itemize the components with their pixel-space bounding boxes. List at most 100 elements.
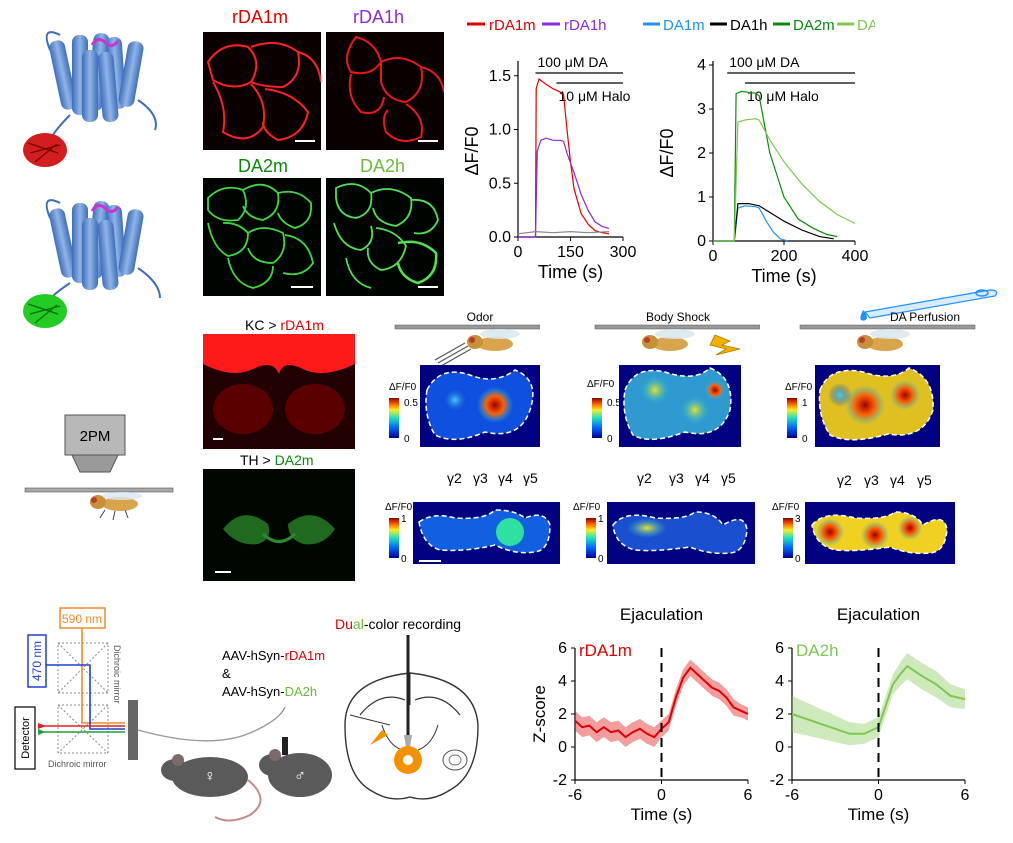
x-tick-label: 6: [961, 787, 970, 804]
y-tick-label: 0.0: [489, 229, 511, 246]
label-rDA1m: rDA1m: [232, 7, 289, 27]
red-sensor-cartoon: [23, 31, 157, 167]
svg-text:γ3: γ3: [473, 470, 488, 486]
chart-DA-response: 0 200 400 0 1 2 3 4 Time (s) ΔF/F0 100 μM DA 10 μM …: [657, 54, 868, 286]
heatmaps: ΔF/F0 0.5 0 ΔF/F0 0.5 0 ΔF/F0 1 0 γ2 γ3 …: [385, 365, 955, 565]
female-mouse-icon: ♀: [161, 754, 262, 822]
x-tick-label: 150: [557, 244, 584, 261]
legend-rDA1h: rDA1h: [564, 17, 607, 34]
brain-section-icon: [344, 635, 479, 800]
halo-label: 10 μM Halo: [747, 88, 819, 104]
svg-text:1: 1: [401, 514, 407, 525]
fiber-photometry-setup: 590 nm 470 nm Detector Dichroic mirror D…: [14, 607, 479, 822]
x-axis-label: Time (s): [538, 262, 603, 282]
svg-text:3: 3: [795, 514, 801, 525]
legend-DA1h: DA1h: [730, 17, 768, 34]
gamma-labels-2: γ2 γ3 γ4 γ5: [637, 470, 736, 486]
aav1-text: AAV-hSyn-rDA1m: [222, 648, 325, 663]
chart2-legend: DA1m DA1h DA2m DA2h: [643, 17, 875, 34]
svg-text:1: 1: [802, 398, 808, 409]
x-axis-label: Time (s): [631, 805, 693, 824]
y-tick-label: 6: [558, 640, 567, 657]
x-tick-label: 6: [744, 787, 753, 804]
kc-label: KC > rDA1m: [245, 317, 324, 333]
th-label: TH > DA2m: [240, 452, 314, 468]
svg-text:Odor: Odor: [467, 310, 494, 324]
ejaculation-charts: Ejaculation -6 0 6 -2 0 2 4 6 Time (s) Z-score rDA1…: [530, 605, 970, 824]
series-DA1m: [713, 205, 788, 242]
gamma-labels-3: γ2 γ3 γ4 γ5: [837, 472, 932, 488]
label-DA2h: DA2h: [360, 156, 406, 176]
series-label: DA2h: [796, 641, 839, 660]
heatmap-perfusion-calyx: ΔF/F0 1 0: [785, 365, 940, 447]
x-axis-label: Time (s): [848, 805, 910, 824]
svg-text:ΔF/F0: ΔF/F0: [385, 502, 413, 513]
chart-ejaculation-rDA1m: Ejaculation -6 0 6 -2 0 2 4 6 Time (s) Z-score rDA1…: [530, 605, 753, 824]
x-tick-label: 0: [874, 787, 883, 804]
svg-text:0.5: 0.5: [404, 398, 418, 409]
green-sensor-cartoon: [23, 199, 161, 328]
sem-band-rDA1m: [575, 659, 748, 747]
y-tick-label: 4: [558, 673, 567, 690]
detector-box: [14, 706, 36, 770]
y-tick-label: 1.5: [489, 68, 511, 85]
y-tick-label: -2: [553, 772, 567, 789]
svg-text:γ4: γ4: [695, 470, 710, 486]
odor-tube-icon: [434, 342, 472, 365]
svg-text:γ2: γ2: [637, 470, 652, 486]
optic-fiber: [137, 706, 286, 742]
svg-text:0: 0: [404, 434, 410, 445]
svg-text:ΔF/F0: ΔF/F0: [573, 502, 601, 513]
y-tick-label: 0: [558, 739, 567, 756]
halo-label: 10 μM Halo: [559, 88, 631, 104]
svg-text:0: 0: [795, 554, 801, 565]
y-tick-label: 1: [697, 189, 706, 206]
y-tick-label: 2: [558, 706, 567, 723]
chart-title: Ejaculation: [620, 605, 703, 624]
svg-text:γ4: γ4: [498, 470, 513, 486]
series-rDA1h: [518, 137, 610, 238]
y-tick-label: 2: [775, 706, 784, 723]
y-tick-label: 0: [697, 233, 706, 250]
image-DA2h-cells: [326, 178, 444, 296]
y-tick-label: 3: [697, 101, 706, 118]
perfusion-stim: DA Perfusion: [799, 289, 998, 351]
svg-text:♀: ♀: [204, 768, 216, 785]
y-tick-label: -2: [770, 772, 784, 789]
y-axis-label: ΔF/F0: [657, 128, 677, 177]
y-axis-label: Z-score: [530, 685, 549, 743]
y-tick-label: 6: [775, 640, 784, 657]
image-DA2m-cells: [203, 178, 321, 296]
fly-icon: [857, 329, 910, 351]
y-tick-label: 0.5: [489, 175, 511, 192]
lightning-icon: [709, 334, 741, 356]
fly-icon: [642, 329, 695, 351]
svg-text:γ5: γ5: [721, 470, 736, 486]
svg-text:0: 0: [401, 554, 407, 565]
da-label: 100 μM DA: [538, 54, 609, 70]
legend-DA1m: DA1m: [663, 17, 705, 34]
sensor-cartoons: [23, 31, 161, 328]
svg-text:0.5: 0.5: [607, 398, 621, 409]
series-DA1h: [713, 203, 834, 242]
svg-text:590 nm: 590 nm: [62, 612, 102, 626]
drop-icon: [860, 310, 867, 321]
svg-text:ΔF/F0: ΔF/F0: [587, 379, 615, 390]
image-rDA1h-cells: [326, 32, 444, 150]
da-label: 100 μM DA: [729, 54, 800, 70]
svg-text:γ3: γ3: [864, 472, 879, 488]
fly-icon: [90, 492, 142, 521]
dual-color-label: Dual-color recording: [335, 616, 461, 632]
odor-stim: Odor: [394, 310, 540, 365]
svg-text:Body Shock: Body Shock: [646, 310, 711, 324]
svg-text:0: 0: [598, 554, 604, 565]
heatmap-odor-gamma: ΔF/F0 1 0: [385, 502, 560, 565]
x-tick-label: 400: [842, 248, 869, 265]
aav2-text: AAV-hSyn-DA2h: [222, 684, 317, 699]
series-DA2h: [713, 118, 856, 242]
male-mouse-icon: ♂: [259, 737, 332, 797]
svg-text:γ2: γ2: [447, 470, 462, 486]
470nm-box: [27, 634, 47, 688]
x-tick-label: 200: [771, 248, 798, 265]
svg-text:1: 1: [598, 514, 604, 525]
